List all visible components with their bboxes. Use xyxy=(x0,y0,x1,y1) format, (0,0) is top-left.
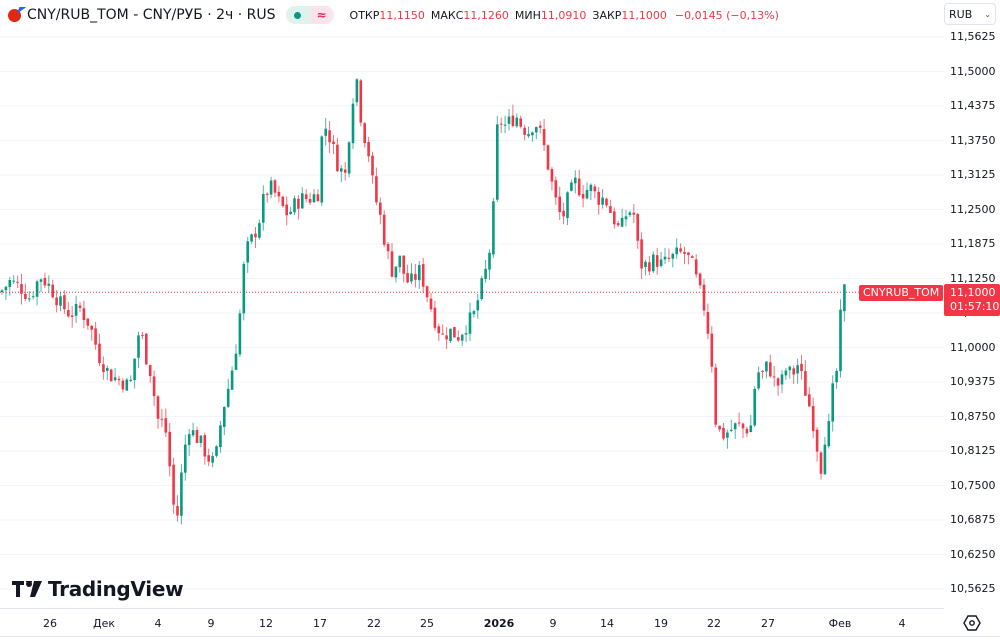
low-value: 11,0910 xyxy=(540,8,587,22)
price-tick-label: 11,1875 xyxy=(950,237,996,250)
time-tick-label: 26 xyxy=(43,617,57,630)
time-tick-label: 17 xyxy=(313,617,327,630)
time-tick-label: 27 xyxy=(761,617,775,630)
low-label: МИН xyxy=(514,8,541,22)
high-value: 11,1260 xyxy=(463,8,509,22)
price-chart[interactable] xyxy=(0,0,944,608)
time-tick-label: 4 xyxy=(154,617,162,630)
ohlc-legend: ОТКР 11,1150 МАКС 11,1260 МИН 11,0910 ЗАКР 1… xyxy=(344,9,779,22)
price-tick-label: 10,6250 xyxy=(950,547,996,561)
time-tick-label: 9 xyxy=(207,617,215,630)
delayed-data-icon: ≈ xyxy=(309,6,334,24)
symbol-price-tag: CNYRUB_TOM xyxy=(859,285,944,301)
price-tick-label: 11,1250 xyxy=(950,271,996,285)
time-tick-label: 12 xyxy=(259,617,273,630)
price-tick-label: 11,5000 xyxy=(950,64,996,78)
market-status-pill[interactable]: ≈ xyxy=(285,6,334,24)
price-tick-label: 10,7500 xyxy=(950,478,996,492)
time-tick-label: 25 xyxy=(420,617,434,630)
price-change: −0,0145 (−0,13%) xyxy=(674,8,779,22)
open-label: ОТКР xyxy=(349,8,380,22)
market-open-icon xyxy=(285,6,310,24)
logo-text: TradingView xyxy=(48,577,184,601)
candles xyxy=(0,78,846,525)
last-price-tag: 11,1000 01:57:10 xyxy=(944,284,1000,316)
price-tick-label: 11,3750 xyxy=(950,133,996,147)
price-tick-label: 11,0000 xyxy=(950,340,996,354)
high-label: МАКС xyxy=(430,8,464,22)
symbol-title[interactable]: CNY/RUB_TOM - CNY/РУБ · 2ч · RUS xyxy=(27,7,276,23)
time-tick-label: 4 xyxy=(898,617,906,630)
time-tick-label: 9 xyxy=(549,617,557,630)
price-tick-label: 11,4375 xyxy=(950,99,996,112)
tradingview-logo[interactable]: TradingView xyxy=(12,577,184,601)
gear-icon xyxy=(963,615,981,631)
chevron-down-icon: ⌄ xyxy=(984,9,991,19)
close-value: 11,1000 xyxy=(621,8,667,22)
open-value: 11,1150 xyxy=(379,8,425,22)
price-tick-label: 10,9375 xyxy=(950,375,996,388)
time-axis[interactable]: 26 Дек 4 9 12 17 22 25 2026 9 14 19 22 27 Фев 4 xyxy=(0,608,944,636)
divider xyxy=(0,636,1000,637)
currency-value: RUB xyxy=(949,7,973,21)
close-label: ЗАКР xyxy=(592,8,622,22)
time-tick-label: 22 xyxy=(367,617,381,630)
price-tick-label: 10,5625 xyxy=(950,582,996,595)
time-tick-label: Дек xyxy=(92,617,116,630)
time-tick-label: 22 xyxy=(707,617,721,630)
chart-header: CNY/RUB_TOM - CNY/РУБ · 2ч · RUS ≈ ОТКР 1… xyxy=(0,0,940,30)
price-tick-label: 11,5625 xyxy=(950,30,996,43)
time-tick-label: 19 xyxy=(654,617,668,630)
currency-select[interactable]: RUB ⌄ xyxy=(944,3,996,25)
last-price-value: 11,1000 xyxy=(950,286,996,299)
china-flag-icon xyxy=(8,8,21,22)
price-tick-label: 10,8750 xyxy=(950,409,996,423)
time-tick-label: Фев xyxy=(828,617,852,630)
tradingview-logo-icon xyxy=(12,581,42,597)
time-tick-label: 2026 xyxy=(483,617,515,630)
price-tick-label: 10,8125 xyxy=(950,444,996,457)
time-tick-label: 14 xyxy=(600,617,614,630)
price-tick-label: 10,6875 xyxy=(950,513,996,526)
price-tick-label: 11,2500 xyxy=(950,202,996,216)
price-tick-label: 11,3125 xyxy=(950,168,996,181)
bar-countdown: 01:57:10 xyxy=(950,300,1000,313)
chart-settings-button[interactable] xyxy=(962,614,982,632)
chart-grid xyxy=(0,36,944,590)
